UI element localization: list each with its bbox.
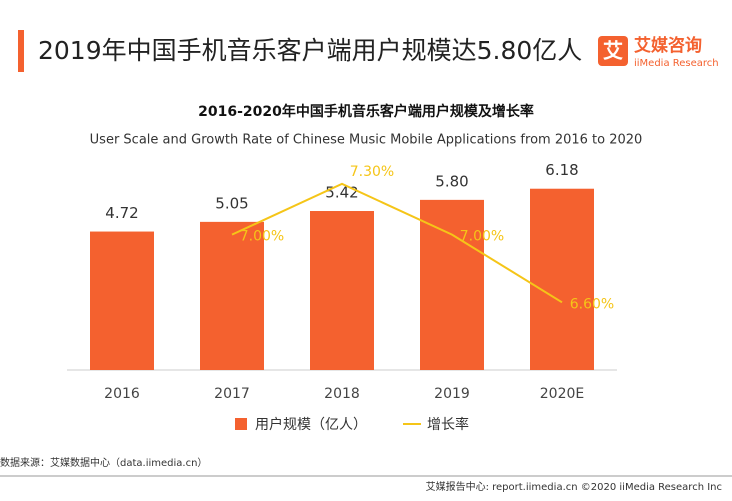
- line-value-label: 7.00%: [240, 229, 284, 245]
- bar-value-label: 5.42: [325, 184, 358, 202]
- logo-icon-box: [598, 36, 628, 66]
- line-value-label: 6.60%: [570, 296, 614, 312]
- credit: 艾媒报告中心: report.iimedia.cn ©2020 iiMedia …: [426, 480, 722, 493]
- x-tick-label: 2016: [104, 386, 140, 402]
- bar: [310, 211, 374, 370]
- bar: [530, 188, 594, 370]
- source: 数据来源：艾媒数据中心（data.iimedia.cn）: [0, 456, 207, 469]
- chart-title: 2016-2020年中国手机音乐客户端用户规模及增长率: [198, 103, 534, 120]
- bar-value-label: 6.18: [545, 161, 578, 179]
- growth-line: [231, 182, 563, 304]
- bar: [200, 221, 264, 370]
- bar-value-label: 4.72: [105, 204, 138, 222]
- logo-icon: 艾: [603, 39, 623, 63]
- header-accent: [18, 30, 24, 72]
- x-tick-label: 2019: [434, 386, 470, 402]
- logo-name: 艾媒咨询: [634, 35, 702, 56]
- bar-value-label: 5.05: [215, 194, 248, 212]
- x-tick-label: 2018: [324, 386, 360, 402]
- line-value-label: 7.30%: [350, 164, 394, 180]
- legend-label: 用户规模（亿人）: [255, 416, 367, 433]
- bar-value-label: 5.80: [435, 172, 468, 190]
- x-tick-label: 2017: [214, 386, 250, 402]
- logo-sub: iiMedia Research: [634, 58, 719, 69]
- bar: [90, 231, 154, 370]
- chart-subtitle: User Scale and Growth Rate of Chinese Mu…: [90, 133, 643, 148]
- x-tick-label: 2020E: [540, 386, 584, 402]
- line-value-label: 7.00%: [460, 229, 504, 245]
- bar: [420, 199, 484, 370]
- legend-label: 增长率: [427, 416, 469, 433]
- page-title: 2019年中国手机音乐客户端用户规模达5.80亿人: [38, 36, 582, 65]
- legend-swatch: [235, 418, 247, 430]
